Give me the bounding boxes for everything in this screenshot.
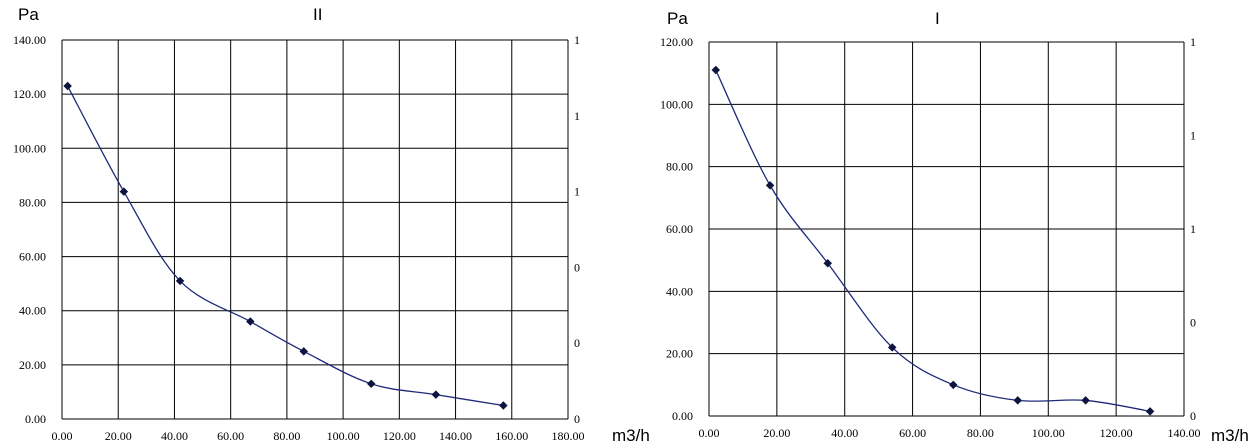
y-tick-label: 40.00: [19, 304, 46, 318]
chart-ii: 0.00 20.00 40.00 60.00 80.00 100.00 120.00 140.…: [13, 5, 650, 444]
x-tick-label: 100.00: [327, 429, 360, 443]
y2-tick-label: 0: [1190, 316, 1196, 330]
x-tick-label: 40.00: [831, 426, 858, 440]
chart-title: I: [935, 9, 940, 28]
x-tick-label: 140.00: [439, 429, 472, 443]
y2-tick-label: 0: [1190, 409, 1196, 423]
y-tick-label: 0.00: [25, 412, 46, 426]
y2-tick-label: 1: [574, 33, 580, 47]
y2-tick-label: 1: [1190, 129, 1196, 143]
data-point: [246, 317, 255, 326]
data-point: [175, 276, 185, 286]
data-point: [299, 347, 308, 356]
x-tick-label: 160.00: [495, 429, 528, 443]
y-tick-label: 60.00: [666, 222, 693, 236]
y-tick-label: 100.00: [660, 97, 693, 111]
data-point: [823, 259, 832, 268]
data-point: [366, 379, 376, 389]
data-point: [431, 390, 441, 399]
y-tick-label: 20.00: [19, 358, 46, 372]
y-tick-label: 120.00: [660, 35, 693, 49]
x-tick-label: 120.00: [383, 429, 416, 443]
y-tick-label: 40.00: [666, 284, 693, 298]
y2-tick-label: 1: [574, 109, 580, 123]
y-tick-label: 140.00: [13, 33, 46, 47]
x-tick-label: 80.00: [273, 429, 300, 443]
x-tick-label: 0.00: [699, 426, 720, 440]
x-tick-label: 100.00: [1032, 426, 1065, 440]
data-point: [949, 380, 958, 390]
y-tick-label: 80.00: [19, 195, 46, 209]
y-axis-title: Pa: [18, 5, 39, 24]
x-tick-label: 140.00: [1168, 426, 1201, 440]
y-tick-label: 60.00: [19, 250, 46, 264]
x-tick-label: 20.00: [763, 426, 790, 440]
data-point: [1145, 407, 1155, 416]
chart-i: 0.00 20.00 40.00 60.00 80.00 100.00 120.00 140.…: [660, 9, 1249, 444]
y-tick-label: 0.00: [672, 409, 693, 423]
y2-tick-label: 0: [574, 336, 580, 350]
data-point: [1013, 396, 1022, 405]
x-axis-title: m3/h: [1211, 426, 1249, 444]
y2-tick-label: 1: [1190, 35, 1196, 49]
y-tick-label: 100.00: [13, 141, 46, 155]
x-tick-label: 20.00: [105, 429, 132, 443]
y2-tick-label: 1: [1190, 222, 1196, 236]
y-tick-label: 20.00: [666, 347, 693, 361]
chart-title: II: [313, 5, 322, 24]
data-point: [499, 401, 508, 410]
x-tick-label: 60.00: [899, 426, 926, 440]
x-tick-label: 180.00: [552, 429, 585, 443]
data-point: [1081, 396, 1090, 405]
data-point: [63, 81, 72, 91]
y-axis-title: Pa: [667, 9, 688, 28]
y2-tick-label: 0: [574, 260, 580, 274]
y2-tick-label: 1: [574, 185, 580, 199]
x-axis-title: m3/h: [612, 426, 650, 444]
x-tick-label: 0.00: [52, 429, 73, 443]
y-tick-label: 120.00: [13, 87, 46, 101]
data-point: [119, 187, 129, 196]
x-tick-label: 120.00: [1100, 426, 1133, 440]
y-tick-label: 80.00: [666, 160, 693, 174]
x-tick-label: 60.00: [217, 429, 244, 443]
x-tick-label: 80.00: [967, 426, 994, 440]
x-tick-label: 40.00: [161, 429, 188, 443]
y2-tick-label: 0: [574, 412, 580, 426]
data-point: [887, 343, 897, 352]
